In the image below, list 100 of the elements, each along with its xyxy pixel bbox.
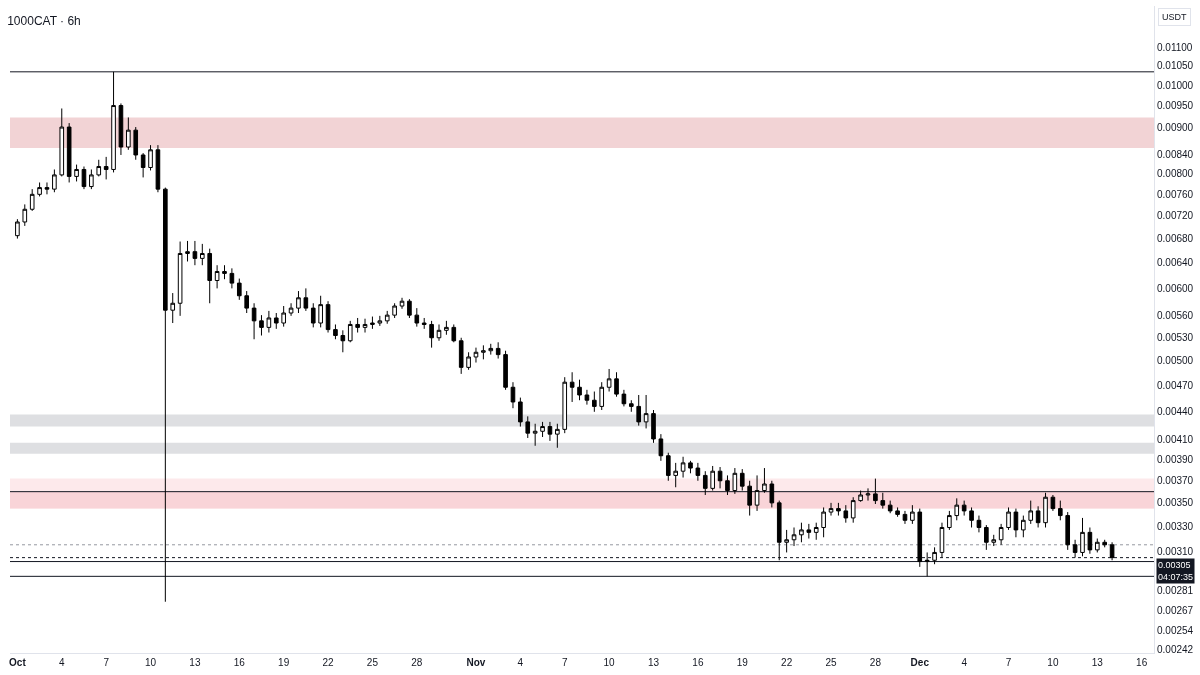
x-tick-label: 16	[692, 657, 704, 668]
y-tick-label: 0.00267	[1157, 605, 1194, 617]
candlestick	[1013, 508, 1019, 538]
x-tick-label: 28	[411, 657, 423, 668]
candlestick	[584, 389, 590, 406]
y-tick-label: 0.00950	[1157, 100, 1194, 112]
candlestick	[969, 506, 974, 528]
candlestick	[362, 318, 368, 334]
x-tick-label: 13	[647, 657, 660, 668]
candlestick	[917, 508, 923, 568]
x-tick-label: 19	[278, 657, 290, 668]
candlestick	[532, 423, 538, 447]
candlestick	[436, 323, 442, 342]
y-tick-label: 0.00440	[1157, 406, 1194, 418]
y-tick-label: 0.00900	[1157, 121, 1194, 133]
candlestick	[976, 515, 982, 533]
candlestick	[947, 510, 952, 531]
candlestick	[577, 379, 582, 401]
candlestick	[481, 344, 486, 360]
candlestick	[244, 290, 249, 314]
candlestick	[1072, 539, 1078, 559]
candlestick	[126, 116, 131, 151]
candlestick	[421, 317, 427, 330]
candlestick	[473, 347, 479, 364]
candlestick	[333, 323, 338, 340]
candlestick	[325, 300, 331, 334]
candlestick	[495, 341, 501, 360]
candlestick	[629, 399, 634, 413]
candlestick	[924, 551, 930, 577]
candlestick	[1043, 492, 1048, 528]
candlestick	[599, 381, 605, 411]
candlestick	[347, 320, 353, 343]
candlestick	[643, 394, 649, 429]
candlestick	[518, 397, 523, 428]
candlestick	[998, 523, 1004, 546]
candlestick	[444, 320, 449, 336]
y-tick-label: 0.00840	[1157, 149, 1194, 160]
candlestick	[407, 298, 412, 319]
candlestick	[939, 522, 945, 559]
y-tick-label: 0.00640	[1157, 257, 1194, 269]
y-tick-label: 0.00330	[1157, 520, 1194, 532]
ref-line-label: 0.00305 04:07:35	[1158, 560, 1194, 582]
candlestick	[103, 156, 109, 180]
x-tick-label: 25	[825, 657, 838, 668]
candlestick	[525, 415, 531, 439]
candlestick	[140, 152, 146, 178]
candlestick	[762, 467, 767, 494]
candlestick	[1102, 539, 1107, 548]
x-tick-label: 16	[1136, 657, 1148, 668]
candlestick	[739, 468, 745, 492]
candlestick	[555, 423, 560, 449]
candlestick	[673, 462, 678, 488]
y-tick-label: 0.00390	[1157, 454, 1194, 466]
candlestick	[858, 490, 863, 503]
candlestick	[725, 474, 730, 496]
candlestick	[185, 240, 190, 262]
x-tick-label: 10	[144, 657, 157, 668]
candlestick	[961, 500, 967, 517]
candlestick	[66, 122, 72, 183]
y-tick-label: 0.00254	[1157, 624, 1194, 636]
candlestick	[37, 181, 42, 197]
candlestick	[651, 409, 656, 444]
candlestick	[954, 497, 960, 521]
x-tick-label: Oct	[9, 657, 27, 668]
candlestick	[458, 337, 464, 375]
y-tick-label: 0.01100	[1157, 41, 1193, 53]
candlestick	[74, 164, 79, 182]
candlestick	[177, 241, 183, 317]
candlestick	[606, 368, 612, 393]
y-tick-label: 0.00470	[1157, 380, 1194, 392]
candlestick	[377, 315, 383, 327]
x-tick-label: 13	[189, 657, 201, 668]
candlestick	[488, 343, 494, 356]
y-tick-label: 0.00500	[1157, 355, 1194, 367]
candlestick	[932, 546, 937, 565]
candlestick	[318, 295, 323, 328]
candlestick	[229, 267, 235, 289]
candlestick	[288, 302, 294, 317]
x-tick-label: 22	[781, 657, 793, 668]
y-tick-label: 0.00310	[1157, 545, 1194, 557]
candlestick	[503, 350, 508, 391]
candlestick	[887, 500, 893, 514]
candlestick	[688, 460, 693, 474]
candlestick	[170, 292, 176, 324]
candlestick	[569, 371, 575, 403]
x-tick-label: 16	[233, 657, 246, 668]
x-tick-label: 10	[603, 657, 616, 668]
candlestick	[984, 524, 989, 551]
candlestick	[310, 302, 316, 328]
candlestick	[273, 312, 279, 330]
candlestick	[621, 389, 627, 407]
candlestick	[562, 376, 568, 434]
candlestick	[902, 510, 908, 525]
candlestick	[163, 187, 168, 603]
y-tick-label: 0.01000	[1157, 79, 1194, 91]
candlestick	[414, 307, 420, 328]
x-tick-label: 4	[961, 657, 968, 668]
candlestick	[991, 534, 997, 547]
candlestick	[22, 203, 28, 227]
candlestick	[52, 168, 57, 193]
